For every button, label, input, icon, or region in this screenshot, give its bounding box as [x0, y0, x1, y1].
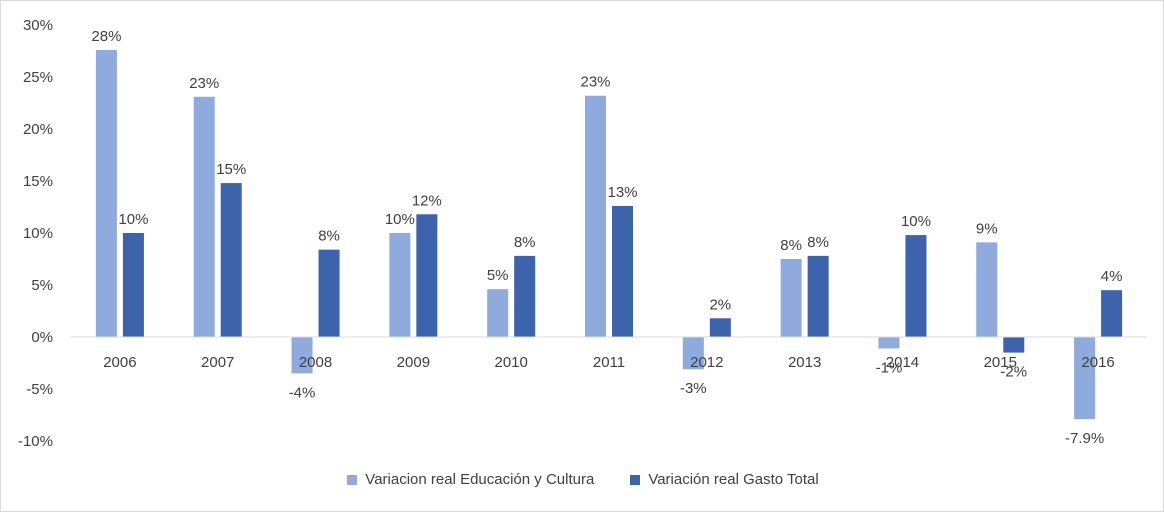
data-label: 10%	[118, 211, 148, 228]
data-label: 10%	[901, 213, 931, 230]
data-label: 23%	[189, 75, 219, 92]
y-tick-label: 5%	[31, 277, 53, 294]
bar-gasto-total	[807, 255, 829, 337]
y-tick-label: 25%	[23, 69, 53, 86]
data-label: 8%	[514, 234, 536, 251]
data-label: 15%	[216, 161, 246, 178]
data-label: -3%	[680, 380, 707, 397]
x-tick-label: 2015	[984, 354, 1017, 371]
bar-gasto-total	[1003, 337, 1025, 353]
bar-gasto-total	[709, 318, 731, 337]
data-label: -2%	[1000, 364, 1027, 381]
bar-educacion	[780, 259, 802, 337]
bar-gasto-total	[122, 233, 144, 337]
x-tick-label: 2014	[886, 354, 919, 371]
bar-gasto-total	[905, 235, 927, 337]
x-tick-label: 2007	[201, 354, 234, 371]
legend: Variacion real Educación y Cultura Variac…	[1, 471, 1164, 488]
data-label: 10%	[385, 211, 415, 228]
data-label: -1%	[876, 359, 903, 376]
bar-educacion	[1074, 337, 1096, 420]
bar-gasto-total	[1101, 290, 1123, 337]
bar-chart: -10% -5% 0% 5% 10% 15% 20% 25% 30% 2006 2007 2008 2…	[18, 17, 1147, 450]
data-label: 8%	[318, 228, 340, 245]
y-tick-label: 10%	[23, 225, 53, 242]
bar-educacion	[585, 95, 606, 337]
data-label: 28%	[91, 28, 121, 45]
bar-educacion	[95, 49, 117, 338]
data-label: 9%	[976, 220, 998, 237]
x-tick-label: 2006	[103, 354, 136, 371]
data-label: -7.9%	[1065, 430, 1104, 447]
data-label: 5%	[487, 267, 509, 284]
bar-gasto-total	[514, 255, 536, 337]
legend-item: Variacion real Educación y Cultura	[347, 471, 594, 488]
data-label: 4%	[1101, 268, 1123, 285]
legend-item: Variación real Gasto Total	[630, 471, 819, 488]
bar-educacion	[291, 337, 313, 374]
bar-educacion	[682, 337, 704, 370]
x-tick-label: 2009	[397, 354, 430, 371]
bar-educacion	[878, 337, 900, 349]
legend-label: Variación real Gasto Total	[648, 471, 819, 488]
legend-label: Variacion real Educación y Cultura	[365, 471, 595, 488]
x-tick-label: 2011	[593, 354, 625, 371]
data-label: 2%	[709, 296, 731, 313]
bar-gasto-total	[220, 183, 242, 337]
data-label: 8%	[807, 234, 829, 251]
data-label: 23%	[580, 74, 610, 91]
bar-educacion	[193, 96, 215, 337]
y-tick-label: 30%	[23, 17, 53, 34]
bar-gasto-total	[612, 205, 633, 337]
y-tick-label: -10%	[18, 433, 53, 450]
x-tick-label: 2013	[788, 354, 821, 371]
x-tick-label: 2016	[1081, 354, 1114, 371]
y-tick-label: 0%	[31, 329, 53, 346]
y-tick-label: 20%	[23, 121, 53, 138]
bar-gasto-total	[416, 214, 438, 337]
legend-swatch	[347, 474, 358, 485]
y-tick-label: 15%	[23, 173, 53, 190]
bar-educacion	[487, 289, 509, 337]
data-label: -4%	[289, 384, 316, 401]
x-tick-label: 2010	[494, 354, 527, 371]
x-tick-label: 2012	[690, 354, 723, 371]
y-tick-label: -5%	[26, 381, 53, 398]
bar-gasto-total	[318, 249, 340, 337]
data-label: 12%	[412, 192, 442, 209]
bar-educacion	[389, 233, 411, 337]
legend-swatch	[630, 474, 641, 485]
data-label: 13%	[607, 184, 637, 201]
x-tick-label: 2008	[299, 354, 332, 371]
data-label: 8%	[780, 237, 802, 254]
bar-educacion	[976, 242, 998, 337]
